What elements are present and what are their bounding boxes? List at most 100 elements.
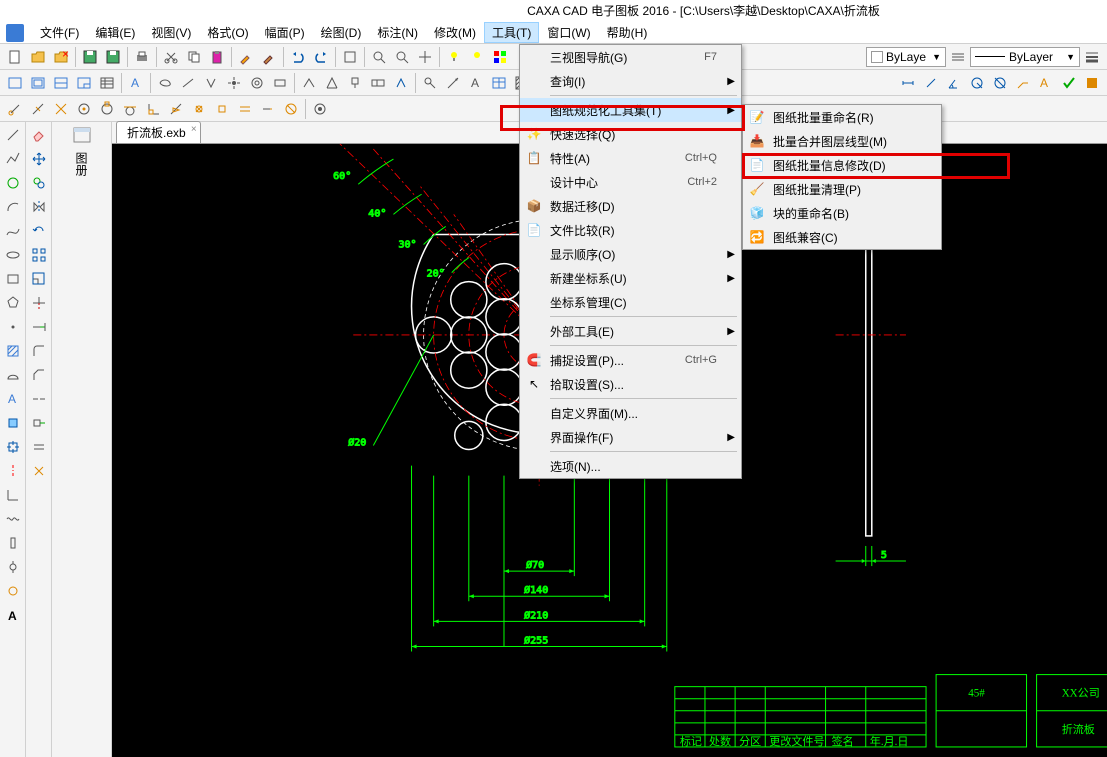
- snap-ext-button[interactable]: [257, 98, 279, 120]
- menuitem-自定义界面[interactable]: 自定义界面(M)...: [520, 401, 741, 425]
- undo-button[interactable]: [287, 46, 309, 68]
- chamfer-tool[interactable]: [28, 364, 50, 386]
- submenuitem-图纸兼容[interactable]: 🔁图纸兼容(C): [743, 225, 941, 249]
- symbol6-button[interactable]: [269, 72, 291, 94]
- move-tool[interactable]: [28, 148, 50, 170]
- menuitem-文件比较[interactable]: 📄文件比较(R): [520, 218, 741, 242]
- erase-tool[interactable]: [28, 124, 50, 146]
- point-tool[interactable]: [2, 316, 24, 338]
- zoom-extents-button[interactable]: [391, 46, 413, 68]
- scale-tool[interactable]: [28, 268, 50, 290]
- menuitem-数据迁移[interactable]: 📦数据迁移(D): [520, 194, 741, 218]
- menuitem-新建坐标系[interactable]: 新建坐标系(U)▶: [520, 266, 741, 290]
- open-button[interactable]: [27, 46, 49, 68]
- submenuitem-图纸批量信息修改[interactable]: 📄图纸批量信息修改(D): [743, 153, 941, 177]
- dim-linear-button[interactable]: [897, 72, 919, 94]
- brush2-button[interactable]: [258, 46, 280, 68]
- snap-settings-button[interactable]: [309, 98, 331, 120]
- bolt-tool[interactable]: [2, 532, 24, 554]
- table-button[interactable]: [488, 72, 510, 94]
- leader-button[interactable]: [1012, 72, 1034, 94]
- document-tab[interactable]: 折流板.exb ×: [116, 121, 201, 143]
- balloon-button[interactable]: [419, 72, 441, 94]
- axis-tool[interactable]: [2, 484, 24, 506]
- text3-tool[interactable]: A: [2, 604, 24, 626]
- mirror-tool[interactable]: [28, 196, 50, 218]
- fillet-tool[interactable]: [28, 340, 50, 362]
- line-tool[interactable]: [2, 124, 24, 146]
- menuitem-设计中心[interactable]: 设计中心Ctrl+2: [520, 170, 741, 194]
- print-button[interactable]: [131, 46, 153, 68]
- save-button[interactable]: [79, 46, 101, 68]
- snap-perp-button[interactable]: [142, 98, 164, 120]
- tab-close-icon[interactable]: ×: [191, 124, 197, 135]
- color-button[interactable]: [489, 46, 511, 68]
- menuitem-查询[interactable]: 查询(I)▶: [520, 69, 741, 93]
- text-button[interactable]: A: [465, 72, 487, 94]
- snap-end-button[interactable]: [4, 98, 26, 120]
- datum-button[interactable]: [344, 72, 366, 94]
- paste-button[interactable]: [206, 46, 228, 68]
- menuitem-显示顺序[interactable]: 显示顺序(O)▶: [520, 242, 741, 266]
- ellipse-tool[interactable]: [2, 244, 24, 266]
- submenuitem-块的重命名[interactable]: 🧊块的重命名(B): [743, 201, 941, 225]
- array-tool[interactable]: [28, 244, 50, 266]
- break-tool[interactable]: [28, 388, 50, 410]
- wave-tool[interactable]: [2, 508, 24, 530]
- rotate-tool[interactable]: [28, 220, 50, 242]
- offset-tool[interactable]: [28, 436, 50, 458]
- pline-tool[interactable]: [2, 148, 24, 170]
- trim-tool[interactable]: [28, 292, 50, 314]
- linetype-button[interactable]: [947, 46, 969, 68]
- centerline-tool[interactable]: [2, 460, 24, 482]
- menuitem-三视图导航[interactable]: 三视图导航(G)F7: [520, 45, 741, 69]
- copy-button[interactable]: [183, 46, 205, 68]
- snap-tan-button[interactable]: [119, 98, 141, 120]
- snap-quad-button[interactable]: [96, 98, 118, 120]
- weld-button[interactable]: [298, 72, 320, 94]
- menuitem-界面操作[interactable]: 界面操作(F)▶: [520, 425, 741, 449]
- cut-button[interactable]: [160, 46, 182, 68]
- region-tool[interactable]: [2, 364, 24, 386]
- submenuitem-图纸批量清理[interactable]: 🧹图纸批量清理(P): [743, 177, 941, 201]
- menu-编辑[interactable]: 编辑(E): [87, 22, 143, 43]
- snap-ins-button[interactable]: [211, 98, 233, 120]
- snap-par-button[interactable]: [234, 98, 256, 120]
- menu-绘图[interactable]: 绘图(D): [313, 22, 370, 43]
- zoom-window-button[interactable]: [368, 46, 390, 68]
- menu-标注[interactable]: 标注(N): [369, 22, 426, 43]
- snap-none-button[interactable]: [280, 98, 302, 120]
- rect-tool[interactable]: [2, 268, 24, 290]
- menu-格式[interactable]: 格式(O): [199, 22, 256, 43]
- symbol2-button[interactable]: [177, 72, 199, 94]
- arrow-button[interactable]: [442, 72, 464, 94]
- gear-tool[interactable]: [2, 580, 24, 602]
- frame2-button[interactable]: [27, 72, 49, 94]
- panel-label[interactable]: 图册: [73, 152, 90, 176]
- check-button[interactable]: [1058, 72, 1080, 94]
- menu-视图[interactable]: 视图(V): [143, 22, 199, 43]
- hole-tool[interactable]: [2, 556, 24, 578]
- menuitem-快速选择[interactable]: ✨快速选择(Q): [520, 122, 741, 146]
- arc-tool[interactable]: [2, 196, 24, 218]
- snap-cen-button[interactable]: [73, 98, 95, 120]
- bulb-button[interactable]: [443, 46, 465, 68]
- menuitem-捕捉设置[interactable]: 🧲捕捉设置(P)...Ctrl+G: [520, 348, 741, 372]
- menu-帮助[interactable]: 帮助(H): [599, 22, 656, 43]
- explode-tool[interactable]: [28, 460, 50, 482]
- menuitem-特性[interactable]: 📋特性(A)Ctrl+Q: [520, 146, 741, 170]
- menuitem-坐标系管理[interactable]: 坐标系管理(C): [520, 290, 741, 314]
- extend-tool[interactable]: [28, 316, 50, 338]
- circle-tool[interactable]: [2, 172, 24, 194]
- regen-button[interactable]: [339, 46, 361, 68]
- hatch-tool[interactable]: [2, 340, 24, 362]
- polygon-tool[interactable]: [2, 292, 24, 314]
- dim-align-button[interactable]: [920, 72, 942, 94]
- menu-工具[interactable]: 工具(T): [484, 22, 539, 43]
- block-tool[interactable]: [2, 412, 24, 434]
- menuitem-选项[interactable]: 选项(N)...: [520, 454, 741, 478]
- menu-文件[interactable]: 文件(F): [32, 22, 87, 43]
- brush-button[interactable]: [235, 46, 257, 68]
- dim-diameter-button[interactable]: [989, 72, 1011, 94]
- color-combo[interactable]: ByLaye▼: [866, 47, 946, 67]
